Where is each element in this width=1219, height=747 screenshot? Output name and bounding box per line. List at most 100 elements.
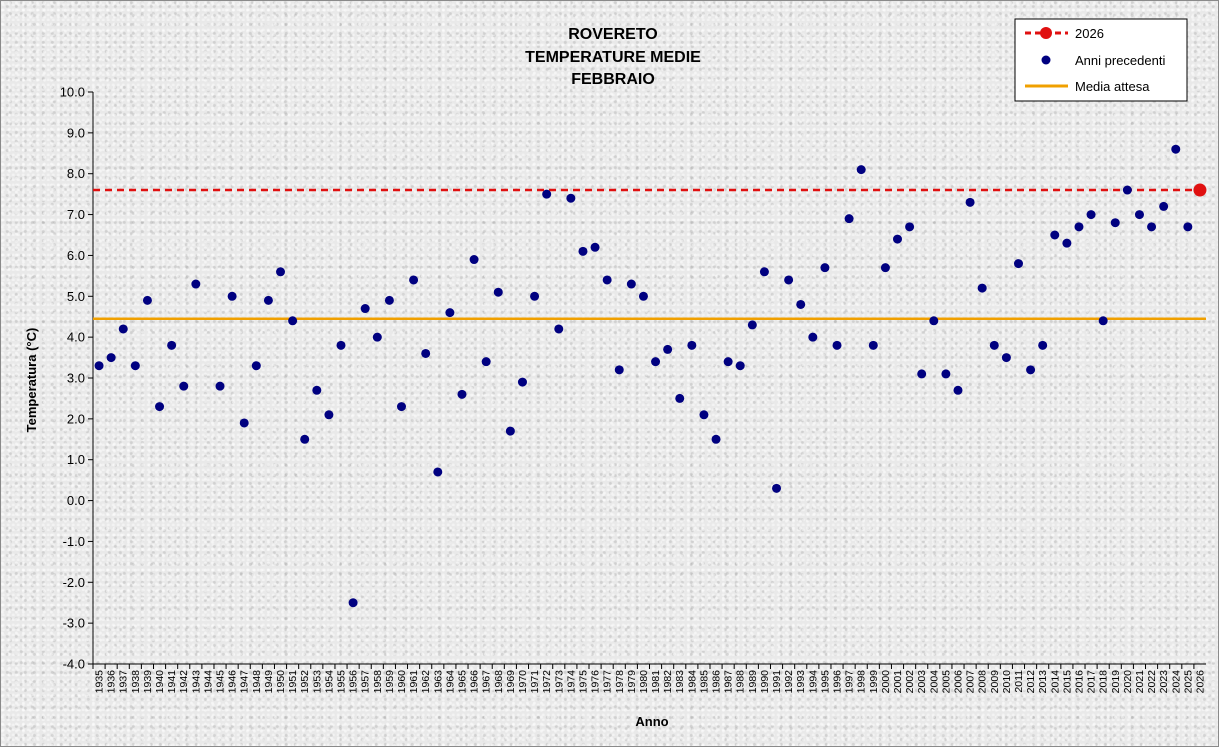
title-line-3: FEBBRAIO xyxy=(571,71,655,88)
data-point xyxy=(469,255,479,265)
data-point xyxy=(1038,340,1048,350)
x-tick-label: 1954 xyxy=(323,670,335,694)
y-tick-label: 10.0 xyxy=(60,85,85,100)
x-tick-label: 1959 xyxy=(384,670,396,694)
data-point xyxy=(626,279,636,289)
data-point xyxy=(167,340,177,350)
x-tick-label: 1974 xyxy=(565,670,577,694)
x-tick-label: 1998 xyxy=(856,670,868,694)
x-tick-label: 1997 xyxy=(844,670,856,694)
y-tick-label: 0.0 xyxy=(67,493,85,508)
x-tick-label: 1983 xyxy=(674,670,686,694)
x-tick-label: 1967 xyxy=(481,670,493,694)
x-tick-label: 1988 xyxy=(735,670,747,694)
x-tick-label: 2001 xyxy=(892,670,904,694)
x-tick-label: 1991 xyxy=(771,670,783,694)
x-tick-label: 1937 xyxy=(118,670,130,694)
data-point xyxy=(1074,222,1084,232)
x-tick-label: 1994 xyxy=(807,670,819,694)
data-point xyxy=(856,165,866,175)
data-point xyxy=(530,291,540,301)
data-point xyxy=(106,353,116,363)
data-point xyxy=(759,267,769,277)
y-tick-label: 3.0 xyxy=(67,371,85,386)
legend: 2026 Anni precedenti Media attesa xyxy=(1014,18,1188,102)
data-point xyxy=(1013,259,1023,269)
legend-2026-marker xyxy=(1040,27,1052,39)
title-line-1: ROVERETO xyxy=(568,26,658,43)
data-point xyxy=(989,340,999,350)
data-point xyxy=(263,295,273,305)
legend-2026-label: 2026 xyxy=(1075,26,1104,41)
x-tick-label: 1939 xyxy=(142,670,154,694)
data-point xyxy=(747,320,757,330)
data-point xyxy=(953,385,963,395)
data-point xyxy=(880,263,890,273)
x-tick-label: 1941 xyxy=(166,670,178,694)
x-tick-label: 2022 xyxy=(1146,670,1158,694)
x-tick-label: 1992 xyxy=(783,670,795,694)
x-tick-label: 1979 xyxy=(626,670,638,694)
data-point xyxy=(868,340,878,350)
data-point xyxy=(324,410,334,420)
x-tick-label: 2002 xyxy=(904,670,916,694)
y-tick-label: 9.0 xyxy=(67,125,85,140)
data-point xyxy=(542,189,552,199)
x-tick-label: 1940 xyxy=(154,670,166,694)
y-tick-label: 4.0 xyxy=(67,330,85,345)
data-point xyxy=(602,275,612,285)
x-tick-label: 1964 xyxy=(444,670,456,694)
x-tick-label: 1952 xyxy=(299,670,311,694)
data-point xyxy=(941,369,951,379)
data-point xyxy=(227,291,237,301)
x-tick-label: 2003 xyxy=(916,670,928,694)
data-point xyxy=(288,316,298,326)
x-tick-label: 1989 xyxy=(747,670,759,694)
data-point xyxy=(578,246,588,256)
x-tick-label: 1965 xyxy=(456,670,468,694)
x-tick-label: 1963 xyxy=(432,670,444,694)
x-tick-label: 1947 xyxy=(239,670,251,694)
data-point xyxy=(977,283,987,293)
x-tick-label: 1956 xyxy=(348,670,360,694)
data-point xyxy=(554,324,564,334)
y-tick-label: -1.0 xyxy=(63,534,85,549)
x-tick-label: 1986 xyxy=(711,670,723,694)
x-tick-label: 1987 xyxy=(723,670,735,694)
x-tick-label: 2015 xyxy=(1061,670,1073,694)
x-tick-label: 1984 xyxy=(686,670,698,694)
x-tick-label: 1999 xyxy=(868,670,880,694)
data-points xyxy=(94,144,1207,608)
x-tick-label: 1972 xyxy=(541,670,553,694)
x-tick-label: 1943 xyxy=(190,670,202,694)
x-tick-label: 1953 xyxy=(311,670,323,694)
x-tick-label: 1968 xyxy=(493,670,505,694)
data-point xyxy=(590,242,600,252)
data-point xyxy=(421,348,431,358)
x-tick-label: 2009 xyxy=(989,670,1001,694)
data-point xyxy=(433,467,443,477)
x-tick-label: 2013 xyxy=(1037,670,1049,694)
y-tick-label: 7.0 xyxy=(67,207,85,222)
x-tick-label: 1970 xyxy=(517,670,529,694)
x-tick-label: 1977 xyxy=(602,670,614,694)
x-tick-label: 1973 xyxy=(553,670,565,694)
data-point xyxy=(1147,222,1157,232)
y-tick-label: -2.0 xyxy=(63,575,85,590)
chart-title: ROVERETO TEMPERATURE MEDIE FEBBRAIO xyxy=(525,26,701,88)
x-tick-label: 1951 xyxy=(287,670,299,694)
x-tick-label: 1955 xyxy=(336,670,348,694)
data-point xyxy=(457,389,467,399)
data-point-2026 xyxy=(1193,183,1207,197)
y-tick-label: -4.0 xyxy=(63,657,85,672)
x-tick-label: 2014 xyxy=(1049,670,1061,694)
data-point xyxy=(1110,218,1120,228)
data-point xyxy=(384,295,394,305)
data-point xyxy=(130,361,140,371)
data-point xyxy=(808,332,818,342)
x-tick-label: 2024 xyxy=(1170,670,1182,694)
x-tick-label: 1990 xyxy=(759,670,771,694)
data-point xyxy=(348,598,358,608)
y-tick-label: 8.0 xyxy=(67,166,85,181)
x-tick-label: 2020 xyxy=(1122,670,1134,694)
